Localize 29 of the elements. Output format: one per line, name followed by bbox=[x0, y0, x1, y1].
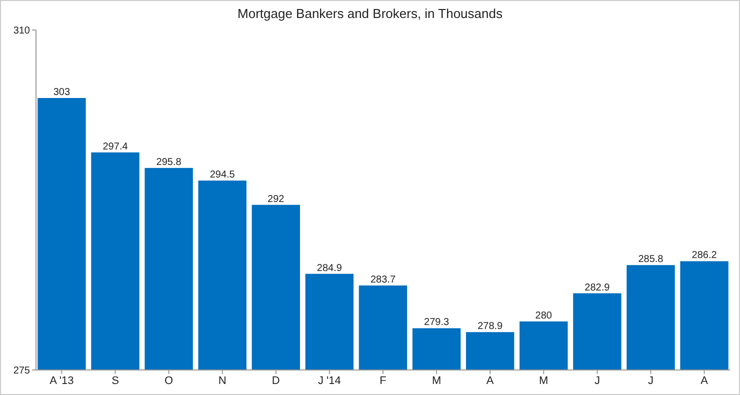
x-tick-label: F bbox=[380, 375, 387, 387]
data-label: 283.7 bbox=[370, 274, 396, 286]
data-label: 297.4 bbox=[102, 141, 128, 152]
x-tick-label: O bbox=[164, 375, 174, 387]
x-tick-label: M bbox=[432, 375, 442, 387]
x-tick-label: S bbox=[112, 375, 119, 387]
data-label: 279.3 bbox=[424, 317, 450, 328]
x-tick-label: M bbox=[539, 375, 548, 387]
x-tick-label: J bbox=[594, 375, 600, 387]
x-tick-label: D bbox=[272, 375, 280, 387]
data-label: 294.5 bbox=[210, 170, 236, 181]
data-label: 278.9 bbox=[478, 321, 504, 332]
data-label: 303 bbox=[53, 87, 70, 98]
data-label: 285.8 bbox=[638, 254, 664, 266]
data-label: 280 bbox=[535, 310, 552, 322]
x-tick-label: N bbox=[218, 375, 226, 387]
data-label: 286.2 bbox=[692, 250, 718, 262]
data-label: 282.9 bbox=[584, 282, 610, 294]
x-tick-label: J bbox=[648, 375, 654, 387]
x-tick-label: A bbox=[700, 375, 709, 387]
x-tick-label: A '13 bbox=[50, 375, 74, 387]
y-tick-label: 310 bbox=[13, 26, 30, 36]
chart-title: Mortgage Bankers and Brokers, in Thousands bbox=[238, 6, 503, 21]
y-tick-label: 275 bbox=[13, 366, 30, 376]
x-tick-label: A bbox=[486, 375, 494, 387]
data-label: 292 bbox=[268, 194, 285, 205]
x-tick-label: J '14 bbox=[318, 375, 341, 387]
data-label: 295.8 bbox=[156, 156, 182, 168]
data-label: 284.9 bbox=[316, 262, 342, 274]
